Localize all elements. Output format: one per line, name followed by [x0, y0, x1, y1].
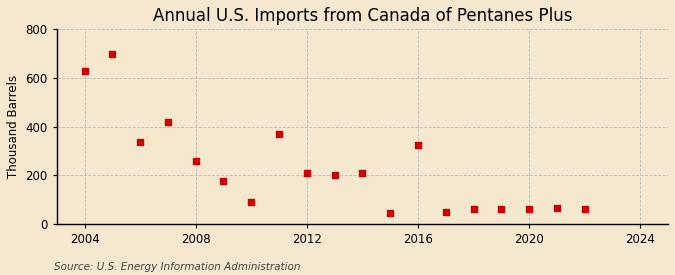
- Point: [496, 207, 507, 212]
- Point: [412, 143, 423, 147]
- Point: [329, 173, 340, 178]
- Point: [190, 158, 201, 163]
- Point: [302, 171, 313, 175]
- Point: [524, 207, 535, 212]
- Point: [551, 206, 562, 210]
- Y-axis label: Thousand Barrels: Thousand Barrels: [7, 75, 20, 178]
- Point: [246, 200, 256, 204]
- Point: [218, 179, 229, 184]
- Point: [273, 132, 284, 136]
- Point: [79, 68, 90, 73]
- Text: Source: U.S. Energy Information Administration: Source: U.S. Energy Information Administ…: [54, 262, 300, 272]
- Point: [468, 207, 479, 212]
- Point: [440, 210, 451, 214]
- Point: [107, 51, 117, 56]
- Point: [163, 120, 173, 124]
- Title: Annual U.S. Imports from Canada of Pentanes Plus: Annual U.S. Imports from Canada of Penta…: [153, 7, 572, 25]
- Point: [357, 171, 368, 175]
- Point: [579, 207, 590, 212]
- Point: [385, 211, 396, 215]
- Point: [135, 140, 146, 145]
